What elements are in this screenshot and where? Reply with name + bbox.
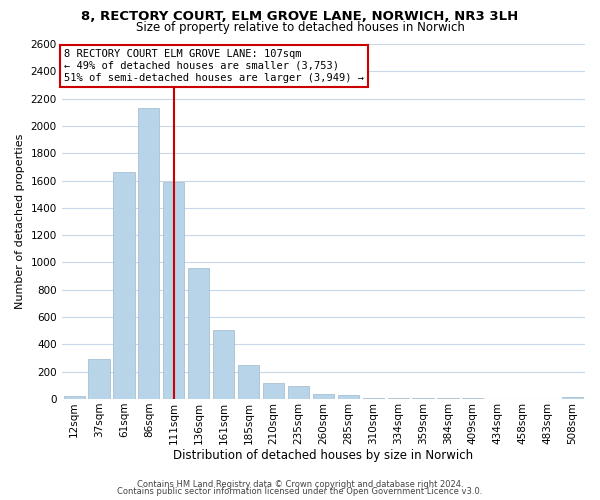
Bar [263, 382, 284, 399]
Bar [213, 330, 234, 399]
Bar [188, 268, 209, 399]
X-axis label: Distribution of detached houses by size in Norwich: Distribution of detached houses by size … [173, 450, 473, 462]
Text: 8, RECTORY COURT, ELM GROVE LANE, NORWICH, NR3 3LH: 8, RECTORY COURT, ELM GROVE LANE, NORWIC… [82, 10, 518, 23]
Bar [437, 398, 458, 399]
Bar [362, 398, 384, 399]
Bar [288, 386, 309, 399]
Bar [412, 398, 434, 399]
Bar [388, 398, 409, 399]
Bar [88, 359, 110, 399]
Bar [562, 397, 583, 399]
Text: Contains HM Land Registry data © Crown copyright and database right 2024.: Contains HM Land Registry data © Crown c… [137, 480, 463, 489]
Bar [138, 108, 160, 399]
Text: Size of property relative to detached houses in Norwich: Size of property relative to detached ho… [136, 21, 464, 34]
Bar [163, 182, 184, 399]
Bar [238, 365, 259, 399]
Bar [462, 398, 484, 399]
Bar [113, 172, 134, 399]
Y-axis label: Number of detached properties: Number of detached properties [15, 134, 25, 309]
Bar [338, 395, 359, 399]
Bar [64, 396, 85, 399]
Bar [313, 394, 334, 399]
Text: Contains public sector information licensed under the Open Government Licence v3: Contains public sector information licen… [118, 487, 482, 496]
Text: 8 RECTORY COURT ELM GROVE LANE: 107sqm
← 49% of detached houses are smaller (3,7: 8 RECTORY COURT ELM GROVE LANE: 107sqm ←… [64, 50, 364, 82]
